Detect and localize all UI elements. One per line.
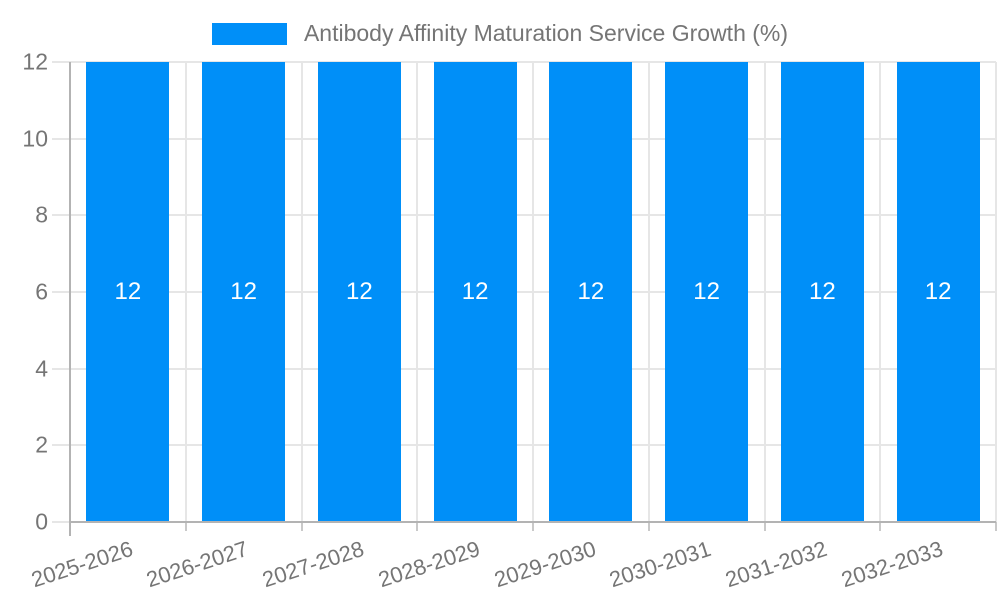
bar: 12 — [433, 62, 517, 522]
gridline-horizontal — [52, 61, 996, 63]
y-axis-tick-label: 4 — [35, 355, 48, 382]
x-axis-tick-label: 2025-2026 — [27, 536, 136, 593]
x-axis-tick — [184, 522, 187, 531]
y-axis-tick-label: 8 — [35, 201, 48, 228]
x-axis-tick — [300, 522, 303, 531]
y-axis-line — [69, 62, 71, 536]
bar: 12 — [202, 62, 286, 522]
gridline-vertical — [532, 62, 534, 522]
gridline-horizontal — [52, 214, 996, 217]
bar: 12 — [317, 62, 401, 522]
y-axis-tick-label: 2 — [35, 431, 48, 458]
x-axis-tick-label: 2032-2033 — [838, 536, 946, 593]
x-axis-tick-label: 2027-2028 — [259, 536, 368, 593]
bar: 12 — [780, 62, 864, 522]
x-axis-tick-label: 2026-2027 — [143, 536, 252, 593]
bar-value-label: 12 — [114, 278, 142, 305]
gridline-vertical — [763, 62, 766, 522]
y-axis-tick-label: 12 — [22, 48, 48, 75]
gridline-vertical — [300, 62, 303, 522]
legend-swatch — [211, 22, 287, 45]
bar: 12 — [665, 62, 749, 522]
gridline-horizontal — [52, 291, 996, 293]
y-axis-tick-label: 6 — [35, 278, 48, 305]
legend-label: Antibody Affinity Maturation Service Gro… — [303, 20, 789, 46]
x-axis-tick — [995, 522, 997, 531]
bar-value-label: 12 — [346, 278, 373, 305]
bar: 12 — [896, 62, 980, 522]
bar-value-label: 12 — [577, 278, 605, 305]
legend: Antibody Affinity Maturation Service Gro… — [0, 20, 1000, 47]
bar-value-label: 12 — [693, 278, 720, 305]
x-axis-tick — [763, 522, 766, 531]
gridline-vertical — [416, 62, 419, 522]
x-axis-tick-label: 2030-2031 — [606, 536, 715, 593]
gridline-vertical — [184, 62, 187, 522]
y-axis-tick-label: 0 — [35, 508, 48, 535]
x-axis-tick — [532, 522, 534, 531]
y-axis-tick-label: 10 — [22, 125, 48, 152]
bar-value-label: 12 — [461, 278, 489, 305]
bar: 12 — [86, 62, 170, 522]
bar-value-label: 12 — [230, 278, 257, 305]
gridline-horizontal — [52, 444, 996, 447]
gridline-vertical — [647, 62, 650, 522]
gridline-vertical — [995, 62, 997, 522]
x-axis-tick — [879, 522, 882, 531]
gridline-horizontal — [52, 367, 996, 370]
x-axis-line — [70, 521, 996, 523]
gridline-vertical — [879, 62, 882, 522]
bar: 12 — [549, 62, 633, 522]
x-axis-tick — [647, 522, 650, 531]
gridline-horizontal — [52, 137, 996, 140]
x-axis-tick-label: 2028-2029 — [375, 536, 483, 593]
bar-value-label: 12 — [809, 278, 836, 305]
x-axis-tick-label: 2029-2030 — [490, 536, 599, 593]
x-axis-tick — [416, 522, 419, 531]
plot-area: 0 2 4 6 8 10 12 12 2025-2026 12 2026-2027 12 2027-20… — [22, 49, 997, 592]
x-axis-tick-label: 2031-2032 — [722, 536, 831, 593]
bar-value-label: 12 — [924, 278, 952, 305]
